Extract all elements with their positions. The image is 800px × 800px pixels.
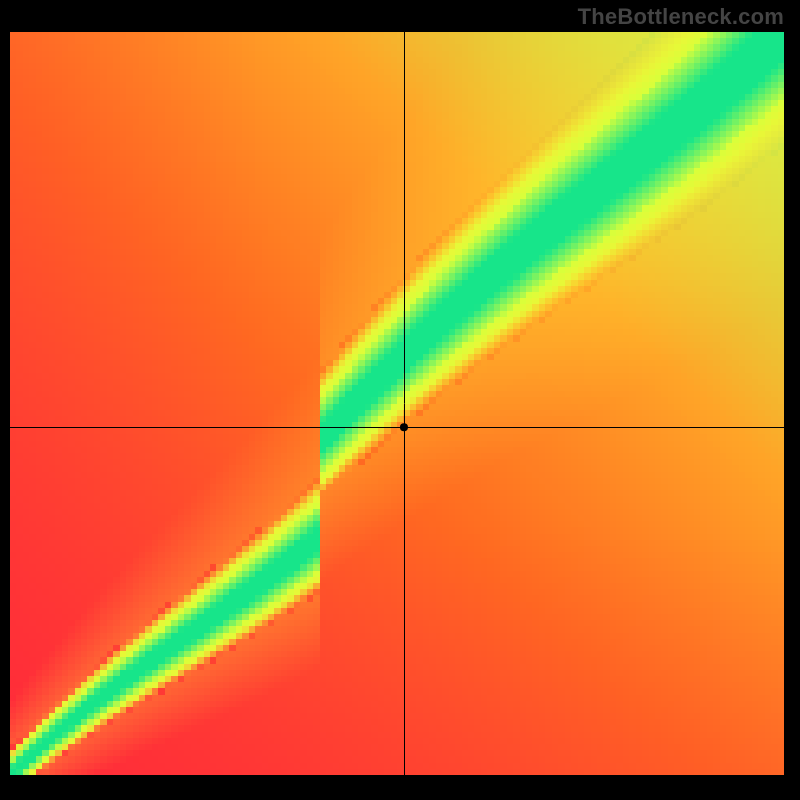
watermark-text: TheBottleneck.com xyxy=(578,4,784,30)
chart-container: TheBottleneck.com xyxy=(0,0,800,800)
crosshair-overlay xyxy=(0,0,800,800)
